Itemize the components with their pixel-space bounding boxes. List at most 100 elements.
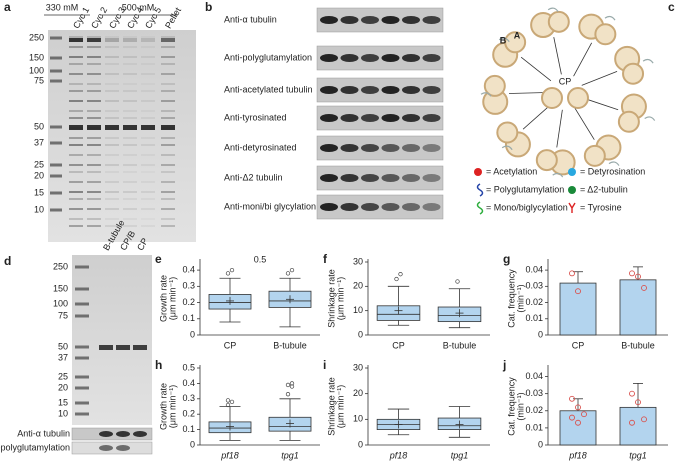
panel-label: e [155, 252, 162, 266]
y-tick-label: 20 [353, 388, 363, 398]
x-tick-label: tpg1 [451, 450, 469, 460]
band [141, 90, 155, 92]
band [105, 181, 119, 183]
band [105, 56, 119, 58]
band [133, 345, 147, 350]
blot-label: Anti-polyglutamylation [224, 52, 312, 62]
y-tick-label: 10 [353, 414, 363, 424]
blot-band [422, 54, 441, 62]
band [87, 181, 101, 183]
y-axis-unit: (μm min⁻¹) [167, 385, 177, 428]
band [87, 117, 101, 119]
data-point [635, 273, 641, 280]
blot-band [320, 16, 338, 24]
marker-label: 150 [29, 52, 44, 62]
panel-label: a [4, 0, 11, 14]
blot-band [340, 174, 359, 182]
blot-label: Anti-detyrosinated [224, 142, 297, 152]
gel [72, 255, 152, 425]
y-tick-label: 0 [358, 439, 363, 449]
x-tick-label: CP [224, 340, 237, 350]
marker-band [50, 69, 62, 73]
marker-band [50, 208, 62, 212]
spoke [574, 107, 595, 140]
y-tick-label: 0.03 [525, 388, 543, 398]
band [105, 225, 119, 227]
band [141, 144, 155, 146]
marker-label: 15 [34, 187, 44, 197]
marker-band [75, 412, 89, 416]
marker-label: 75 [34, 75, 44, 85]
bar [559, 282, 597, 336]
marker-label: 50 [58, 341, 68, 351]
band [87, 110, 101, 112]
data-point [641, 416, 647, 423]
panel-label: b [205, 0, 212, 14]
band [87, 144, 101, 146]
structure-label: A [514, 30, 521, 40]
marker-label: 250 [53, 261, 68, 271]
y-axis-unit: (μm min⁻¹) [335, 277, 345, 320]
y-tick-label: 20 [353, 281, 363, 291]
y-tick-label: 0.1 [182, 313, 195, 323]
icon [476, 201, 484, 215]
x-tick-label: tpg1 [281, 450, 299, 460]
band [69, 137, 83, 139]
dynein-arm [480, 92, 492, 97]
microtubule [547, 10, 570, 33]
band [123, 154, 137, 156]
data-point [575, 404, 581, 411]
marker-label: 25 [34, 159, 44, 169]
marker-band [75, 302, 89, 306]
spoke [581, 71, 618, 86]
band [161, 154, 175, 156]
band [161, 171, 175, 173]
marker-band [75, 287, 89, 291]
blot-band [381, 174, 400, 182]
outlier [285, 382, 291, 388]
blot-band [340, 144, 359, 152]
legend-label: = Acetylation [486, 166, 537, 176]
blot-band [381, 114, 400, 122]
marker-band [50, 56, 62, 60]
y-tick-label: 0.4 [182, 378, 195, 388]
band [161, 38, 175, 42]
bar [559, 410, 597, 446]
marker-label: 150 [53, 283, 68, 293]
legend-label: = Δ2-tubulin [580, 184, 628, 194]
blot-band [381, 54, 400, 62]
blot-band [340, 203, 359, 211]
blot-band [422, 203, 441, 211]
outlier [394, 276, 399, 282]
band [105, 171, 119, 173]
x-tick-label: B-tubule [273, 340, 307, 350]
outlier [289, 384, 295, 389]
blot-band [320, 54, 338, 62]
blot-label: Anti-α tubulin [17, 428, 70, 438]
band [87, 137, 101, 139]
y-tick-label: 0.02 [525, 405, 543, 415]
blot-band [361, 174, 379, 182]
legend-label: = Polyglutamylation [486, 184, 564, 194]
data-point [629, 390, 635, 397]
blot-band [340, 54, 359, 62]
marker-label: 100 [29, 65, 44, 75]
band [141, 154, 155, 156]
blot-label: Anti-tyrosinated [224, 112, 287, 122]
blot-band [361, 54, 379, 62]
outlier [229, 267, 235, 273]
band [69, 198, 83, 200]
dynein-arm [501, 145, 513, 151]
marker-band [75, 401, 89, 405]
panel-label: i [323, 358, 326, 372]
band [123, 218, 137, 220]
band [161, 198, 175, 200]
y-tick-label: 0.3 [182, 281, 195, 291]
band [105, 191, 119, 193]
blot-band [422, 114, 441, 122]
y-tick-label: 0.04 [525, 264, 543, 274]
spoke [553, 37, 562, 75]
x-tick-label: CP [392, 340, 405, 350]
data-point [575, 419, 581, 426]
blot-band [133, 431, 147, 437]
